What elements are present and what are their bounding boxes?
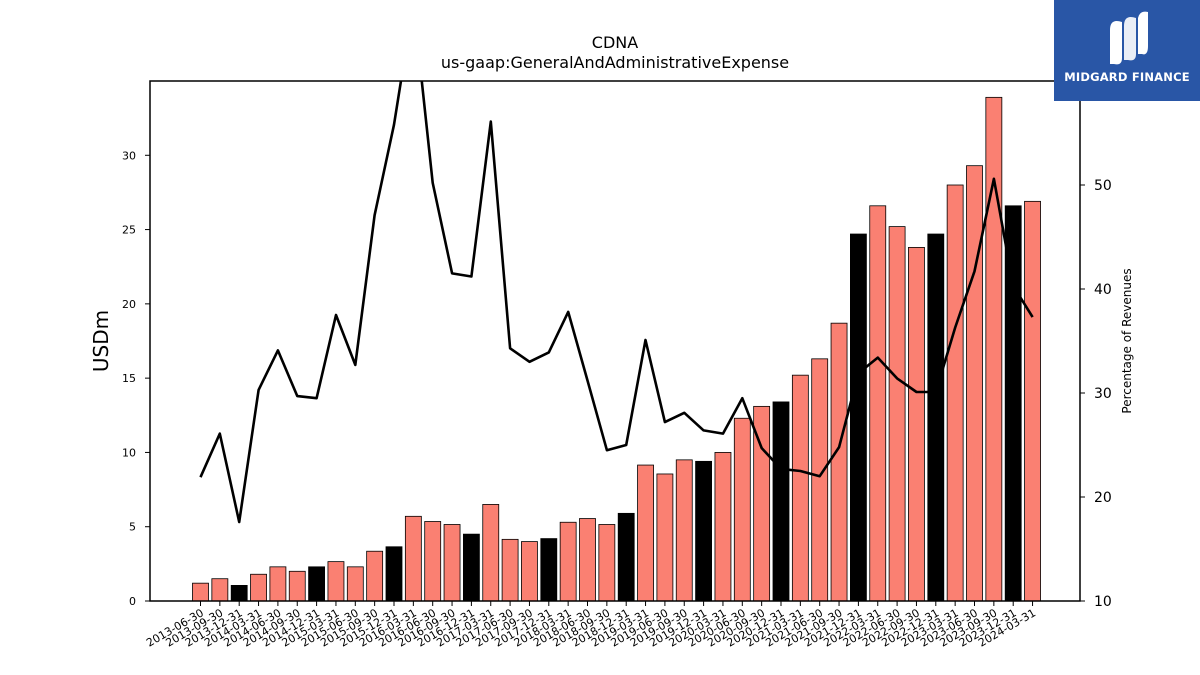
y-tick-label: 0 (129, 595, 136, 608)
bar (308, 566, 326, 602)
bar (366, 550, 384, 602)
axes (149, 80, 1081, 602)
y-tick-label: 20 (122, 298, 136, 311)
bar (521, 541, 538, 602)
bar (985, 96, 1003, 602)
bar (617, 512, 635, 602)
y-tick-label: 25 (122, 224, 136, 237)
bar (733, 417, 751, 602)
bar (908, 246, 925, 602)
bar (637, 464, 654, 602)
bar (482, 504, 500, 602)
y2-axis-ticks: 102030405060 (1080, 74, 1112, 610)
bar (250, 573, 267, 602)
bar (946, 184, 964, 602)
bar (811, 358, 829, 602)
y2-axis-label: Percentage of Revenues (1120, 268, 1134, 413)
y2-tick-label: 10 (1094, 594, 1112, 610)
bar (656, 473, 674, 602)
bar (1024, 200, 1041, 602)
midgard-finance-logo: MIDGARD FINANCE (1054, 0, 1200, 101)
bar (830, 322, 848, 602)
y2-tick-label: 30 (1094, 386, 1112, 402)
bar (791, 374, 809, 602)
plot-frame (149, 80, 1081, 602)
bar (288, 570, 306, 602)
bar (850, 233, 867, 602)
bar (579, 518, 596, 602)
bar (211, 578, 229, 602)
x-axis-ticks: 2013-06-302013-09-302013-12-312014-03-31… (144, 601, 1038, 650)
y2-tick-label: 20 (1094, 490, 1112, 506)
bar (462, 533, 480, 602)
bar-series (192, 96, 1041, 602)
bar (540, 538, 558, 602)
logo-mark-icon (1110, 11, 1148, 65)
y-tick-label: 5 (129, 521, 136, 534)
bar (424, 521, 442, 602)
bar (675, 459, 693, 602)
bar (695, 460, 712, 602)
line-series (199, 81, 1034, 524)
bar (772, 401, 790, 602)
logo-text: MIDGARD FINANCE (1064, 70, 1190, 84)
bar (927, 233, 945, 602)
bar (385, 546, 403, 602)
bar (888, 226, 906, 602)
bar (966, 165, 983, 602)
y2-tick-label: 40 (1094, 282, 1112, 298)
bar (714, 452, 732, 602)
bar (1004, 205, 1022, 602)
bar (869, 205, 887, 602)
bar (404, 515, 422, 602)
bar (559, 521, 577, 602)
chart-title: CDNA (592, 33, 638, 52)
y-axis-label: USDm (89, 310, 113, 372)
bar (192, 582, 209, 602)
bar (327, 561, 345, 602)
bar (443, 524, 461, 602)
y-tick-label: 15 (122, 372, 136, 385)
bar (346, 566, 364, 602)
y2-tick-label: 50 (1094, 178, 1112, 194)
bar (501, 538, 519, 602)
y-tick-label: 30 (122, 149, 136, 162)
bar (269, 566, 287, 602)
bar (230, 585, 248, 602)
chart-subtitle: us-gaap:GeneralAndAdministrativeExpense (441, 53, 789, 72)
percentage-line (199, 81, 1034, 524)
bar (598, 524, 616, 602)
y-axis-ticks: 0 5 10 15 20 25 30 (122, 149, 150, 608)
y-tick-label: 10 (122, 446, 136, 459)
